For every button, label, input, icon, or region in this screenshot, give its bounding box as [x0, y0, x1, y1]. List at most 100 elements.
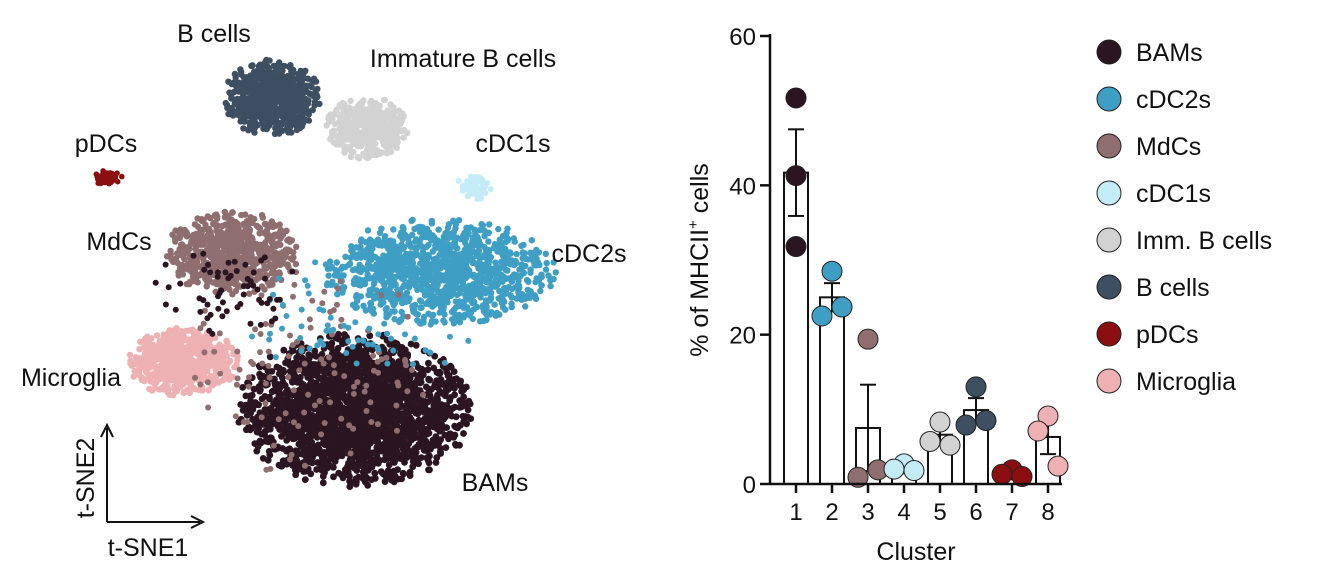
tsne-point — [547, 282, 554, 290]
tsne-point — [181, 349, 188, 356]
tsne-point — [102, 173, 108, 179]
tsne-point — [276, 125, 284, 132]
tsne-point — [186, 280, 193, 288]
tsne-point — [353, 292, 360, 299]
tsne-point — [144, 353, 152, 361]
tsne-point — [173, 326, 180, 333]
tsne-point — [207, 253, 214, 261]
tsne-point — [389, 116, 397, 124]
tsne-point — [389, 282, 396, 289]
tsne-point — [533, 246, 540, 254]
tsne-point — [462, 292, 469, 299]
tsne-point — [265, 448, 273, 455]
tsne-point — [458, 269, 465, 276]
tsne-point — [301, 116, 309, 123]
tsne-point — [370, 148, 377, 155]
tsne-point — [283, 79, 291, 86]
tsne-point — [377, 276, 384, 284]
tsne-point — [202, 221, 209, 229]
tsne-point — [295, 121, 302, 128]
tsne-point — [238, 68, 245, 76]
tsne-point — [261, 263, 268, 271]
tsne-point — [377, 128, 384, 136]
tsne-point — [341, 146, 348, 153]
tsne-point — [532, 294, 539, 302]
tsne-point — [119, 173, 125, 180]
tsne-point — [231, 280, 239, 288]
tsne-point — [504, 225, 511, 232]
tsne-point — [472, 175, 478, 182]
tsne-point — [350, 148, 357, 156]
tsne-point — [277, 95, 284, 103]
tsne-point — [238, 107, 245, 115]
tsne-point — [276, 269, 283, 276]
tsne-point — [246, 119, 253, 126]
tsne-point — [235, 223, 242, 231]
tsne-point — [273, 231, 280, 238]
tsne-point — [236, 81, 244, 89]
tsne-point — [146, 385, 153, 393]
tsne-point — [542, 266, 550, 273]
tsne-point — [167, 247, 174, 255]
tsne-point — [182, 263, 189, 271]
tsne-point — [225, 280, 233, 288]
tsne-point — [474, 196, 481, 203]
tsne-point — [479, 274, 486, 282]
tsne-point — [226, 372, 233, 379]
tsne-point — [274, 72, 281, 80]
tsne-point — [293, 243, 300, 250]
tsne-point — [408, 217, 415, 224]
tsne-point — [297, 67, 304, 75]
tsne-point — [287, 106, 295, 113]
tsne-point — [169, 231, 176, 238]
tsne-point — [199, 240, 206, 247]
tsne-point — [109, 175, 116, 181]
tsne-point — [247, 82, 255, 89]
tsne-point — [239, 384, 247, 391]
tsne-point — [241, 74, 248, 81]
tsne-point — [373, 103, 380, 110]
tsne-point — [251, 129, 258, 136]
tsne-point — [329, 278, 336, 286]
tsne-point — [240, 114, 247, 121]
tsne-point — [395, 267, 402, 274]
tsne-point — [387, 237, 394, 244]
tsne-point — [136, 346, 143, 353]
tsne-point — [303, 96, 310, 104]
tsne-point — [450, 320, 458, 327]
tsne-point — [256, 230, 263, 237]
tsne-point — [411, 269, 418, 277]
tsne-point — [301, 476, 309, 483]
tsne-point — [351, 266, 359, 273]
tsne-point — [256, 67, 263, 74]
tsne-point — [132, 354, 140, 361]
tsne-plot — [93, 56, 559, 490]
tsne-point — [210, 377, 218, 384]
tsne-point — [253, 103, 260, 110]
tsne-point — [335, 330, 342, 338]
tsne-point — [188, 339, 196, 346]
tsne-point — [425, 359, 432, 367]
tsne-cluster — [455, 173, 494, 203]
tsne-point — [262, 97, 269, 105]
tsne-point — [303, 101, 310, 109]
tsne-point — [395, 120, 402, 127]
tsne-point — [340, 272, 347, 279]
tsne-point — [286, 124, 293, 131]
tsne-point — [501, 246, 508, 253]
tsne-point — [137, 338, 144, 345]
tsne-point — [328, 133, 336, 140]
tsne-point — [424, 271, 431, 278]
tsne-point — [204, 213, 211, 220]
tsne-point — [302, 67, 309, 75]
tsne-point — [214, 222, 221, 229]
tsne-point — [187, 381, 194, 389]
tsne-point — [273, 119, 280, 127]
tsne-point — [455, 177, 462, 184]
tsne-point — [191, 368, 198, 375]
tsne-point — [386, 340, 394, 348]
tsne-point — [292, 260, 300, 268]
tsne-point — [511, 271, 518, 278]
tsne-point — [298, 74, 306, 81]
tsne-point — [216, 351, 223, 359]
